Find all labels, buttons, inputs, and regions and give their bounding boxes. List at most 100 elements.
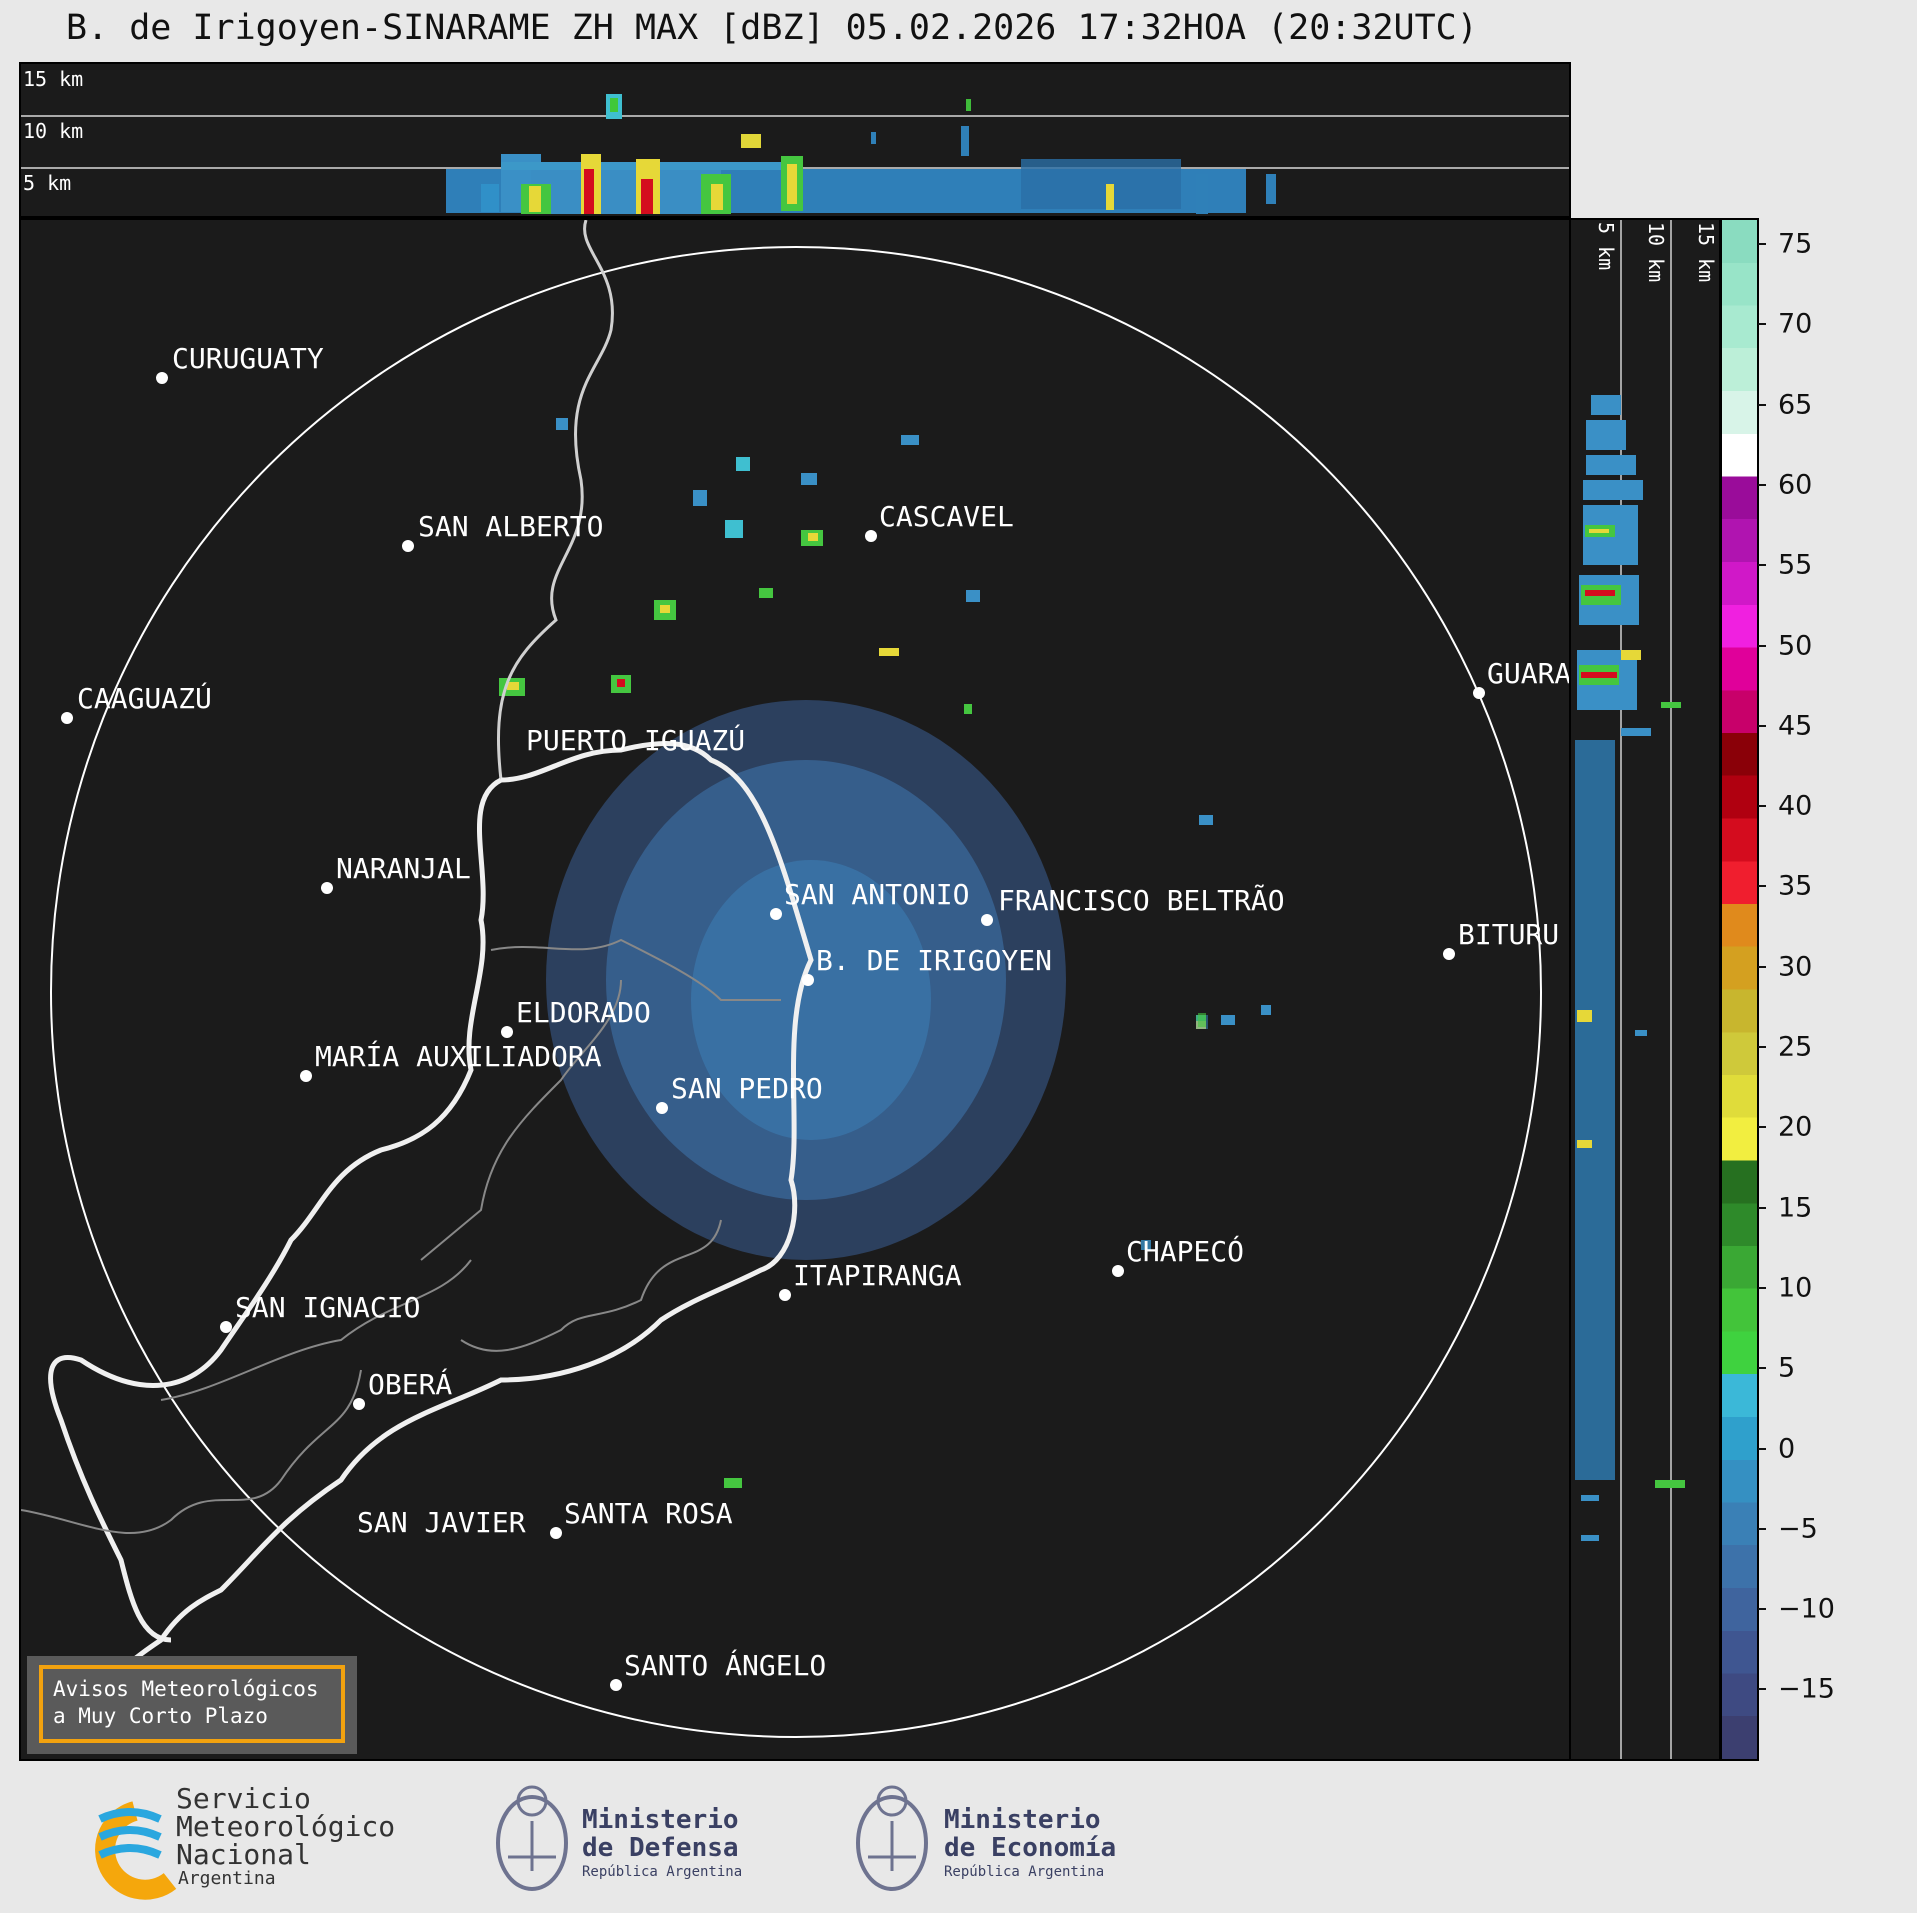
argentina-border xyxy=(99,740,814,1692)
economia-line-1: Ministerio xyxy=(944,1805,1101,1835)
city-obera: OBERÁ xyxy=(368,1367,452,1401)
colorbar-tick-mark xyxy=(1758,483,1766,486)
city-itapiranga: ITAPIRANGA xyxy=(793,1259,962,1292)
footer-svg: Servicio Meteorológico Nacional Argentin… xyxy=(95,1782,1116,1900)
dept-line-4 xyxy=(20,1369,362,1534)
city-san-ignacio: SAN IGNACIO xyxy=(235,1291,420,1324)
city-santa-rosa: SANTA ROSA xyxy=(564,1497,733,1530)
dept-line-2 xyxy=(420,979,622,1261)
colorbar-tick-label: 75 xyxy=(1778,228,1813,260)
city-san-pedro: SAN PEDRO xyxy=(671,1072,823,1105)
colorbar-tick-label: 65 xyxy=(1778,389,1813,421)
smn-line-4: Argentina xyxy=(178,1868,276,1889)
height-label-10km: 10 km xyxy=(23,119,83,143)
economia-line-3: República Argentina xyxy=(944,1864,1104,1880)
city-maria-auxiliadora: MARÍA AUXILIADORA xyxy=(315,1039,602,1073)
colorbar-tick-mark xyxy=(1758,1206,1766,1209)
colorbar-tick-mark xyxy=(1758,323,1766,326)
city-bituru: BITURU xyxy=(1458,918,1559,951)
colorbar-tick-mark xyxy=(1758,1367,1766,1370)
side-cross-section-panel: 5 km 10 km 15 km xyxy=(1569,218,1721,1761)
side-height-label-5km: 5 km xyxy=(1594,222,1618,270)
colorbar xyxy=(1720,218,1759,1761)
colorbar-tick-mark xyxy=(1758,1126,1766,1129)
dept-line-1 xyxy=(490,938,781,1001)
height-label-5km: 5 km xyxy=(23,171,71,195)
city-naranjal: NARANJAL xyxy=(336,852,471,885)
side-echo-profile xyxy=(1575,395,1685,1541)
city-dot-curuguaty xyxy=(156,372,168,384)
colorbar-tick-mark xyxy=(1758,885,1766,888)
city-labels: CURUGUATY SAN ALBERTO CASCAVEL CAAGUAZÚ … xyxy=(61,342,1571,1691)
height-label-15km: 15 km xyxy=(23,67,83,91)
top-cross-section-svg: 15 km 10 km 5 km xyxy=(21,67,1569,214)
dept-line-3 xyxy=(460,1219,722,1352)
city-dot-san-ignacio xyxy=(220,1321,232,1333)
notice-line-1: Avisos Meteorológicos xyxy=(53,1677,319,1701)
defensa-line-2: de Defensa xyxy=(582,1833,739,1863)
city-dot-naranjal xyxy=(321,882,333,894)
colorbar-tick-label: 35 xyxy=(1778,870,1813,902)
city-chapeco: CHAPECÓ xyxy=(1126,1234,1244,1268)
colorbar-tick-label: 40 xyxy=(1778,790,1813,822)
city-dot-bituru xyxy=(1443,948,1455,960)
colorbar-tick-label: 45 xyxy=(1778,710,1813,742)
city-dot-obera xyxy=(353,1398,365,1410)
city-dot-chapeco xyxy=(1112,1265,1124,1277)
smn-line-1: Servicio xyxy=(176,1782,311,1815)
city-puerto-iguazu: PUERTO IGUAZÚ xyxy=(526,723,745,757)
colorbar-tick-label: 0 xyxy=(1778,1433,1796,1464)
colorbar-tick-mark xyxy=(1758,564,1766,567)
colorbar-tick-mark xyxy=(1758,1527,1766,1530)
notice-box[interactable]: Avisos Meteorológicos a Muy Corto Plazo xyxy=(27,1656,357,1754)
city-curuguaty: CURUGUATY xyxy=(172,342,324,375)
colorbar-tick-label: 70 xyxy=(1778,308,1813,340)
colorbar-tick-mark xyxy=(1758,644,1766,647)
radar-site-dot xyxy=(802,974,814,986)
misiones-border xyxy=(48,777,503,1643)
colorbar-tick-label: 25 xyxy=(1778,1031,1813,1063)
economia-line-2: de Economía xyxy=(944,1833,1116,1863)
chart-title: B. de Irigoyen-SINARAME ZH MAX [dBZ] 05.… xyxy=(66,8,1478,48)
side-height-label-10km: 10 km xyxy=(1644,222,1668,282)
city-dot-san-alberto xyxy=(402,540,414,552)
colorbar-tick-label: 20 xyxy=(1778,1111,1813,1143)
city-dot-guara xyxy=(1473,687,1485,699)
colorbar-tick-label: 50 xyxy=(1778,630,1813,661)
city-dot-eldorado xyxy=(501,1026,513,1038)
defensa-line-3: República Argentina xyxy=(582,1864,742,1880)
city-santo-angelo: SANTO ÁNGELO xyxy=(624,1648,826,1682)
city-dot-maria-auxiliadora xyxy=(300,1070,312,1082)
city-dot-francisco-beltrao xyxy=(981,914,993,926)
colorbar-tick-mark xyxy=(1758,403,1766,406)
city-dot-itapiranga xyxy=(779,1289,791,1301)
colorbar-tick-mark xyxy=(1758,805,1766,808)
colorbar-tick-mark xyxy=(1758,965,1766,968)
colorbar-tick-label: 15 xyxy=(1778,1192,1813,1224)
colorbar-tick-label: 30 xyxy=(1778,951,1813,983)
top-cross-section-panel: 15 km 10 km 5 km xyxy=(19,62,1571,218)
city-dot-santo-angelo xyxy=(610,1679,622,1691)
colorbar-tick-label: 10 xyxy=(1778,1272,1813,1304)
side-height-label-15km: 15 km xyxy=(1694,222,1718,282)
economia-logo: Ministerio de Economía República Argenti… xyxy=(856,1785,1116,1891)
top-echo-profile xyxy=(446,94,1276,214)
side-cross-section-svg: 5 km 10 km 15 km xyxy=(1575,220,1718,1759)
city-san-javier: SAN JAVIER xyxy=(357,1506,526,1539)
city-dot-cascavel xyxy=(865,530,877,542)
city-eldorado: ELDORADO xyxy=(516,996,651,1029)
city-guara: GUARA xyxy=(1487,657,1569,690)
colorbar-tick-label: 5 xyxy=(1778,1352,1796,1384)
notice-line-2: a Muy Corto Plazo xyxy=(53,1704,268,1728)
colorbar-tick-label: −10 xyxy=(1778,1593,1835,1625)
city-dot-santa-rosa xyxy=(550,1527,562,1539)
smn-line-2: Meteorológico xyxy=(176,1810,395,1843)
radar-map[interactable]: CURUGUATY SAN ALBERTO CASCAVEL CAAGUAZÚ … xyxy=(19,218,1571,1761)
city-francisco-beltrao: FRANCISCO BELTRÃO xyxy=(998,884,1285,917)
colorbar-tick-label: 55 xyxy=(1778,549,1813,581)
city-dot-san-pedro xyxy=(656,1102,668,1114)
paraguay-brazil-border xyxy=(497,219,614,781)
colorbar-tick-label: −15 xyxy=(1778,1673,1835,1705)
city-dot-caaguazu xyxy=(61,712,73,724)
colorbar-tick-mark xyxy=(1758,1608,1766,1611)
